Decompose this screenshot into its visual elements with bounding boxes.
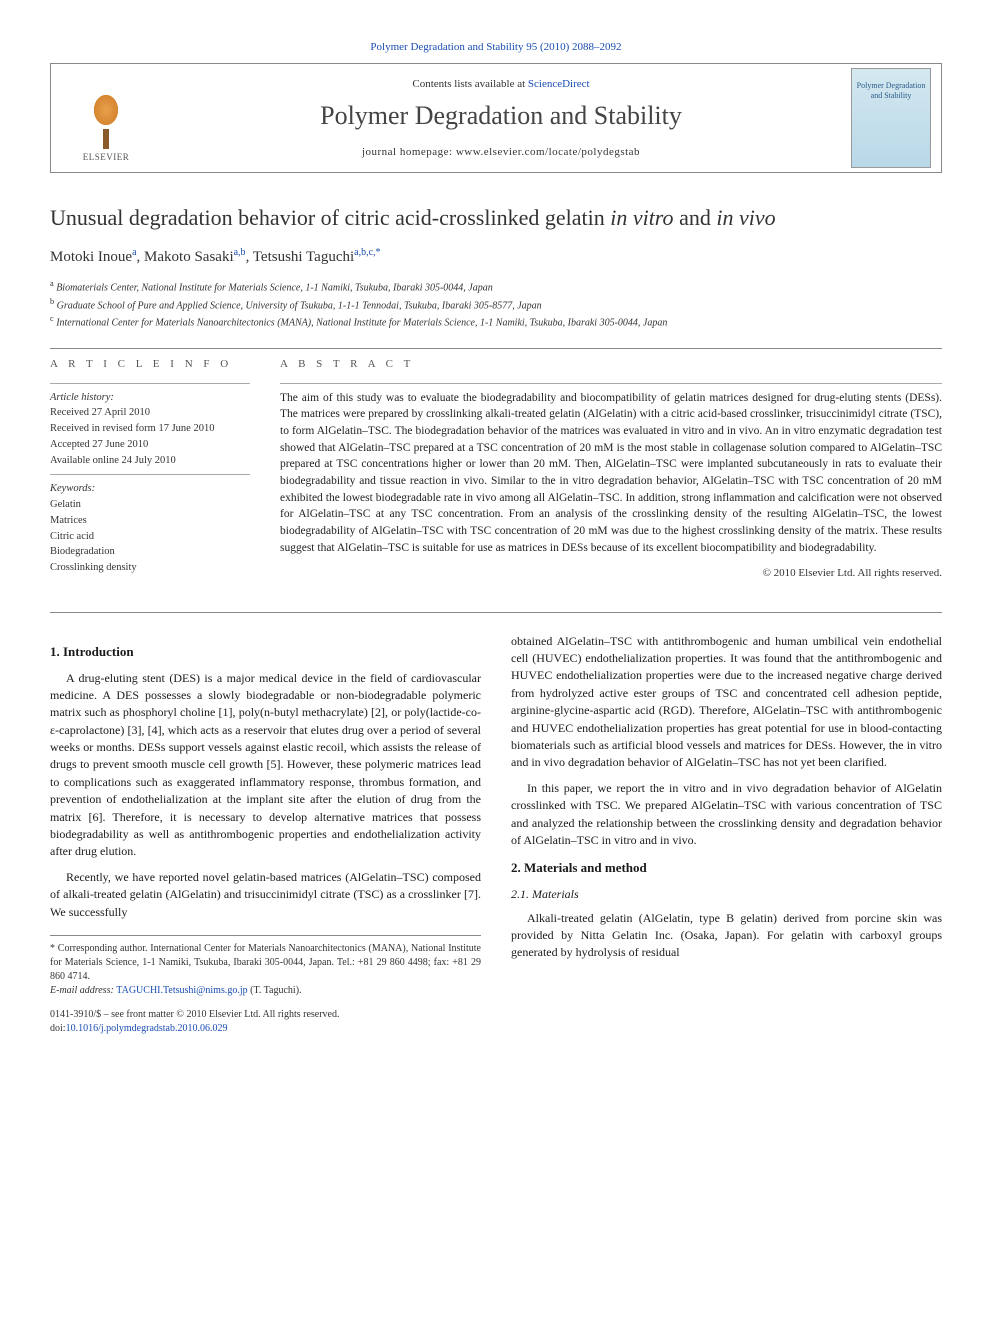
history-revised: Received in revised form 17 June 2010: [50, 421, 250, 437]
subsection-materials-heading: 2.1. Materials: [511, 886, 942, 903]
authors-line: Motoki Inouea, Makoto Sasakia,b, Tetsush…: [50, 246, 942, 268]
elsevier-tree-icon: [81, 89, 131, 149]
title-prefix: Unusual degradation behavior of citric a…: [50, 205, 610, 230]
abstract-column: A B S T R A C T The aim of this study wa…: [280, 357, 942, 582]
journal-name: Polymer Degradation and Stability: [171, 98, 831, 134]
divider-bottom: [50, 612, 942, 613]
info-divider-2: [50, 474, 250, 475]
author-2-affil: a,b: [234, 247, 246, 258]
journal-cover-thumbnail: Polymer Degradation and Stability: [851, 68, 931, 168]
intro-paragraph-1: A drug-eluting stent (DES) is a major me…: [50, 670, 481, 861]
author-3: , Tetsushi Taguchi: [246, 249, 355, 265]
doi-line: doi:10.1016/j.polymdegradstab.2010.06.02…: [50, 1022, 481, 1036]
front-matter-line: 0141-3910/$ – see front matter © 2010 El…: [50, 1008, 481, 1022]
keywords-label: Keywords:: [50, 481, 250, 497]
abstract-copyright: © 2010 Elsevier Ltd. All rights reserved…: [280, 566, 942, 581]
article-info-heading: A R T I C L E I N F O: [50, 357, 250, 372]
article-info-column: A R T I C L E I N F O Article history: R…: [50, 357, 250, 582]
affiliation-a: a Biomaterials Center, National Institut…: [50, 278, 942, 295]
publisher-name: ELSEVIER: [83, 151, 130, 164]
column-right: obtained AlGelatin–TSC with antithrombog…: [511, 633, 942, 1036]
abstract-heading: A B S T R A C T: [280, 357, 942, 372]
citation-header: Polymer Degradation and Stability 95 (20…: [50, 40, 942, 55]
author-2: , Makoto Sasaki: [137, 249, 234, 265]
section-intro-heading: 1. Introduction: [50, 643, 481, 662]
banner-center: Contents lists available at ScienceDirec…: [161, 69, 841, 168]
email-suffix: (T. Taguchi).: [248, 985, 302, 996]
author-1: Motoki Inoue: [50, 249, 132, 265]
info-divider-1: [50, 383, 250, 384]
body-columns: 1. Introduction A drug-eluting stent (DE…: [50, 633, 942, 1036]
contents-prefix: Contents lists available at: [412, 78, 527, 90]
info-abstract-row: A R T I C L E I N F O Article history: R…: [50, 357, 942, 582]
homepage-label: journal homepage:: [362, 146, 456, 158]
author-3-affil: a,b,c,*: [354, 247, 380, 258]
article-title: Unusual degradation behavior of citric a…: [50, 203, 942, 234]
col2-paragraph-1: obtained AlGelatin–TSC with antithrombog…: [511, 633, 942, 772]
email-label: E-mail address:: [50, 985, 116, 996]
history-online: Available online 24 July 2010: [50, 453, 250, 469]
materials-paragraph-1: Alkali-treated gelatin (AlGelatin, type …: [511, 910, 942, 962]
keyword-item: Gelatin: [50, 497, 250, 513]
homepage-line: journal homepage: www.elsevier.com/locat…: [171, 145, 831, 160]
history-received: Received 27 April 2010: [50, 405, 250, 421]
col2-paragraph-2: In this paper, we report the in vitro an…: [511, 780, 942, 850]
contents-line: Contents lists available at ScienceDirec…: [171, 77, 831, 92]
keyword-item: Matrices: [50, 513, 250, 529]
section-methods-heading: 2. Materials and method: [511, 859, 942, 878]
email-line: E-mail address: TAGUCHI.Tetsushi@nims.go…: [50, 984, 481, 998]
keyword-item: Citric acid: [50, 529, 250, 545]
email-address[interactable]: TAGUCHI.Tetsushi@nims.go.jp: [116, 985, 247, 996]
corresponding-text: * Corresponding author. International Ce…: [50, 942, 481, 984]
doi-value[interactable]: 10.1016/j.polymdegradstab.2010.06.029: [66, 1023, 228, 1034]
corresponding-author-footnote: * Corresponding author. International Ce…: [50, 935, 481, 998]
homepage-url[interactable]: www.elsevier.com/locate/polydegstab: [456, 146, 640, 158]
divider-top: [50, 348, 942, 349]
front-matter-block: 0141-3910/$ – see front matter © 2010 El…: [50, 1008, 481, 1036]
abstract-divider: [280, 383, 942, 384]
affil-b-text: Graduate School of Pure and Applied Scie…: [57, 300, 542, 311]
cover-text: Polymer Degradation and Stability: [852, 81, 930, 100]
title-mid: and: [674, 205, 717, 230]
affiliations-block: a Biomaterials Center, National Institut…: [50, 278, 942, 330]
title-italic-2: in vivo: [716, 205, 775, 230]
history-accepted: Accepted 27 June 2010: [50, 437, 250, 453]
column-left: 1. Introduction A drug-eluting stent (DE…: [50, 633, 481, 1036]
intro-paragraph-2: Recently, we have reported novel gelatin…: [50, 869, 481, 921]
keyword-item: Biodegradation: [50, 544, 250, 560]
article-history-block: Article history: Received 27 April 2010 …: [50, 390, 250, 469]
affil-a-text: Biomaterials Center, National Institute …: [56, 283, 493, 294]
history-label: Article history:: [50, 390, 250, 406]
doi-label: doi:: [50, 1023, 66, 1034]
keywords-block: Keywords: Gelatin Matrices Citric acid B…: [50, 481, 250, 576]
affil-c-text: International Center for Materials Nanoa…: [56, 317, 667, 328]
affiliation-c: c International Center for Materials Nan…: [50, 313, 942, 330]
journal-banner: ELSEVIER Contents lists available at Sci…: [50, 63, 942, 173]
sciencedirect-link[interactable]: ScienceDirect: [528, 78, 590, 90]
title-italic-1: in vitro: [610, 205, 673, 230]
keyword-item: Crosslinking density: [50, 560, 250, 576]
affiliation-b: b Graduate School of Pure and Applied Sc…: [50, 296, 942, 313]
abstract-text: The aim of this study was to evaluate th…: [280, 390, 942, 557]
publisher-logo: ELSEVIER: [66, 73, 146, 163]
